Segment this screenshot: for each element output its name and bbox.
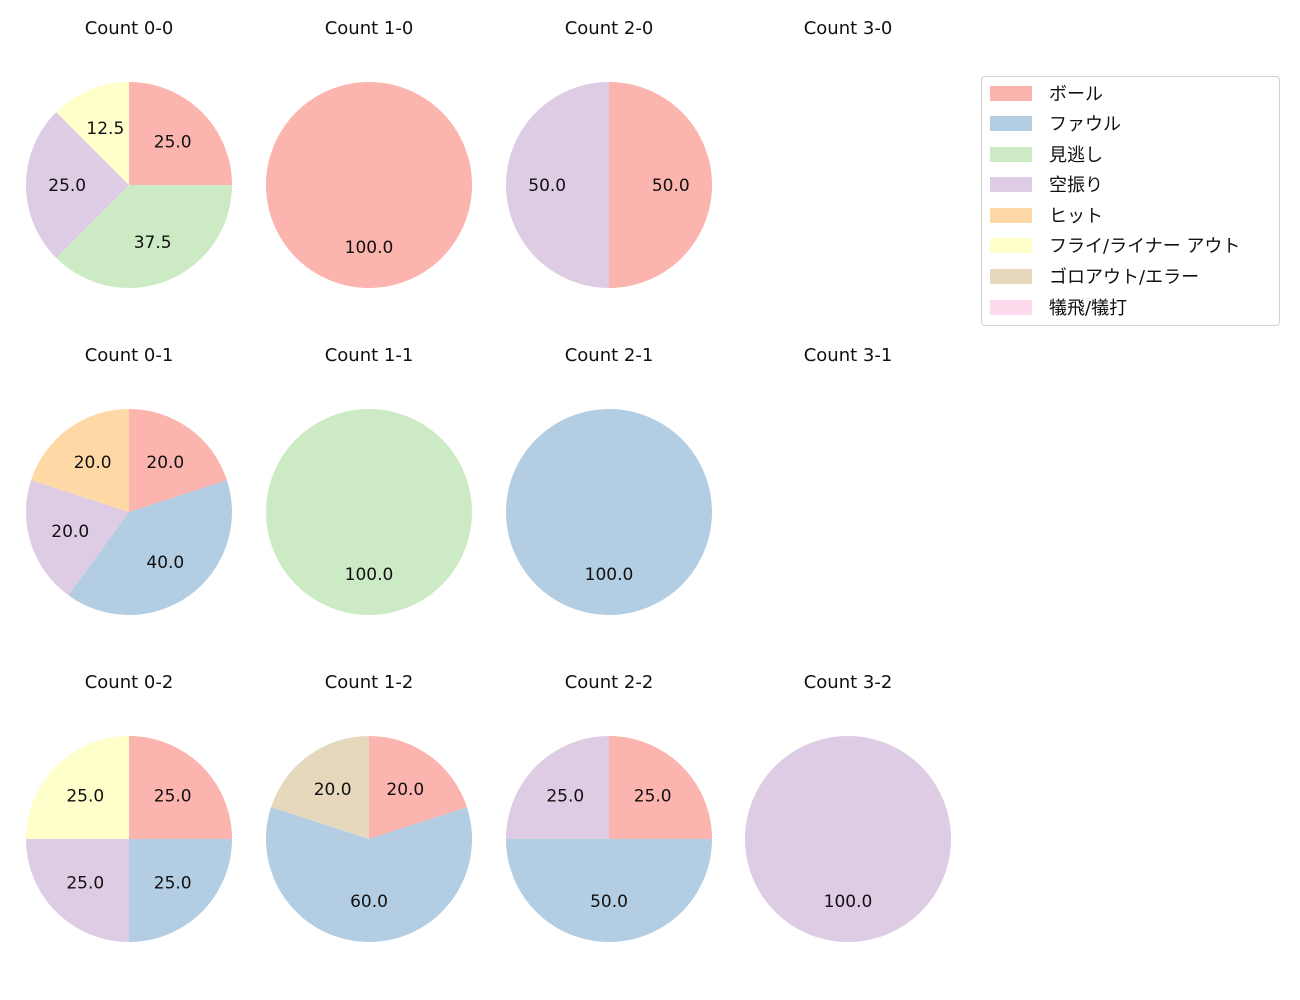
legend-item-swinging-strike: 空振り (990, 174, 1103, 196)
pie-chart: Count 0-2 25.0 25.0 25.0 25.0 (26, 672, 232, 942)
pie-slice (609, 736, 712, 839)
chart-title: Count 3-1 (804, 345, 893, 366)
slice-value-label: 25.0 (66, 874, 104, 894)
pie-slice (129, 736, 232, 839)
slice-value-label: 25.0 (634, 786, 672, 806)
chart-title: Count 2-2 (565, 672, 654, 693)
pie-slice (26, 112, 130, 258)
legend-label: ボール (1049, 84, 1103, 105)
slice-value-label: 25.0 (154, 132, 192, 152)
slice-value-label: 50.0 (652, 176, 690, 196)
chart-title: Count 1-2 (325, 672, 414, 693)
pie-chart: Count 2-1 100.0 (506, 345, 712, 615)
legend-swatch (990, 237, 1032, 253)
pie-slice (129, 409, 227, 512)
chart-title: Count 3-0 (804, 18, 893, 39)
legend-label: 見逃し (1049, 145, 1103, 166)
legend-label: 犠飛/犠打 (1049, 298, 1128, 319)
pie-slice (506, 82, 609, 288)
legend-label: 空振り (1049, 175, 1103, 196)
pie-slice (506, 736, 609, 839)
legend-swatch (990, 176, 1032, 192)
legend-label: ヒット (1049, 206, 1103, 227)
slice-value-label: 100.0 (585, 565, 634, 585)
chart-title: Count 1-1 (325, 345, 414, 366)
chart-title: Count 0-1 (85, 345, 174, 366)
slice-value-label: 100.0 (345, 565, 394, 585)
pie-chart: Count 3-2 100.0 (745, 672, 951, 942)
pie-chart: Count 0-0 25.0 37.5 25.0 12.5 (26, 18, 233, 288)
legend-item-ground-out-error: ゴロアウト/エラー (990, 266, 1200, 288)
chart-title: Count 0-0 (85, 18, 174, 39)
pie-slice (745, 736, 951, 942)
legend-label: ゴロアウト/エラー (1049, 267, 1200, 288)
slice-value-label: 20.0 (146, 453, 184, 473)
slice-value-label: 50.0 (528, 176, 566, 196)
slice-value-label: 20.0 (314, 780, 352, 800)
slice-value-label: 25.0 (546, 786, 584, 806)
legend-swatch (990, 207, 1032, 223)
legend-item-fly-liner-out: フライ/ライナー アウト (990, 235, 1241, 257)
slice-value-label: 25.0 (66, 786, 104, 806)
slice-value-label: 100.0 (345, 238, 394, 258)
pie-slice (266, 807, 472, 942)
pie-slice (266, 82, 472, 288)
pie-slice (26, 736, 129, 839)
legend-swatch (990, 299, 1032, 315)
pie-slice (31, 409, 129, 512)
slice-value-label: 25.0 (154, 786, 192, 806)
pie-slice (68, 480, 232, 615)
slice-value-label: 37.5 (134, 233, 172, 253)
chart-title: Count 1-0 (325, 18, 414, 39)
slice-value-label: 50.0 (590, 892, 628, 912)
slice-value-label: 25.0 (48, 176, 86, 196)
slice-value-label: 40.0 (146, 553, 184, 573)
slice-value-label: 20.0 (51, 522, 89, 542)
legend-item-called-strike: 見逃し (990, 144, 1103, 166)
chart-title: Count 2-0 (565, 18, 654, 39)
legend-item-sacrifice: 犠飛/犠打 (990, 297, 1128, 319)
pie-slice (266, 409, 472, 615)
pie-slice (506, 409, 712, 615)
slice-value-label: 20.0 (386, 780, 424, 800)
legend-label: フライ/ライナー アウト (1049, 236, 1241, 257)
legend-item-hit: ヒット (990, 205, 1103, 227)
slice-value-label: 12.5 (86, 119, 124, 139)
legend-swatch (990, 85, 1032, 101)
pie-slice (609, 82, 712, 288)
pie-slice (56, 82, 130, 185)
slice-value-label: 60.0 (350, 892, 388, 912)
pie-slice (129, 82, 232, 185)
chart-title: Count 2-1 (565, 345, 654, 366)
legend: ボール ファウル 見逃し 空振り ヒット フライ/ライナー アウト ゴロアウト/… (981, 76, 1280, 326)
slice-value-label: 25.0 (154, 874, 192, 894)
slice-value-label: 100.0 (824, 892, 873, 912)
legend-item-foul: ファウル (990, 113, 1121, 135)
pie-slice (369, 736, 467, 839)
pie-slice (271, 736, 369, 839)
chart-title: Count 0-2 (85, 672, 174, 693)
legend-swatch (990, 115, 1032, 131)
pie-slice (506, 839, 712, 942)
pie-slice (56, 185, 233, 288)
pie-chart: Count 2-2 25.0 50.0 25.0 (506, 672, 712, 942)
chart-title: Count 3-2 (804, 672, 893, 693)
pie-slice (26, 480, 129, 596)
legend-item-ball: ボール (990, 83, 1103, 105)
slice-value-label: 20.0 (74, 453, 112, 473)
pie-chart: Count 3-1 (804, 345, 893, 366)
legend-label: ファウル (1049, 114, 1121, 135)
pie-chart: Count 0-1 20.0 40.0 20.0 20.0 (26, 345, 232, 615)
legend-swatch (990, 146, 1032, 162)
pie-chart: Count 1-1 100.0 (266, 345, 472, 615)
pie-chart: Count 3-0 (804, 18, 893, 39)
pie-slice (129, 839, 232, 942)
pie-chart: Count 1-2 20.0 60.0 20.0 (266, 672, 472, 942)
pie-chart: Count 1-0 100.0 (266, 18, 472, 288)
pie-slice (26, 839, 129, 942)
pie-chart: Count 2-0 50.0 50.0 (506, 18, 712, 288)
legend-swatch (990, 268, 1032, 284)
